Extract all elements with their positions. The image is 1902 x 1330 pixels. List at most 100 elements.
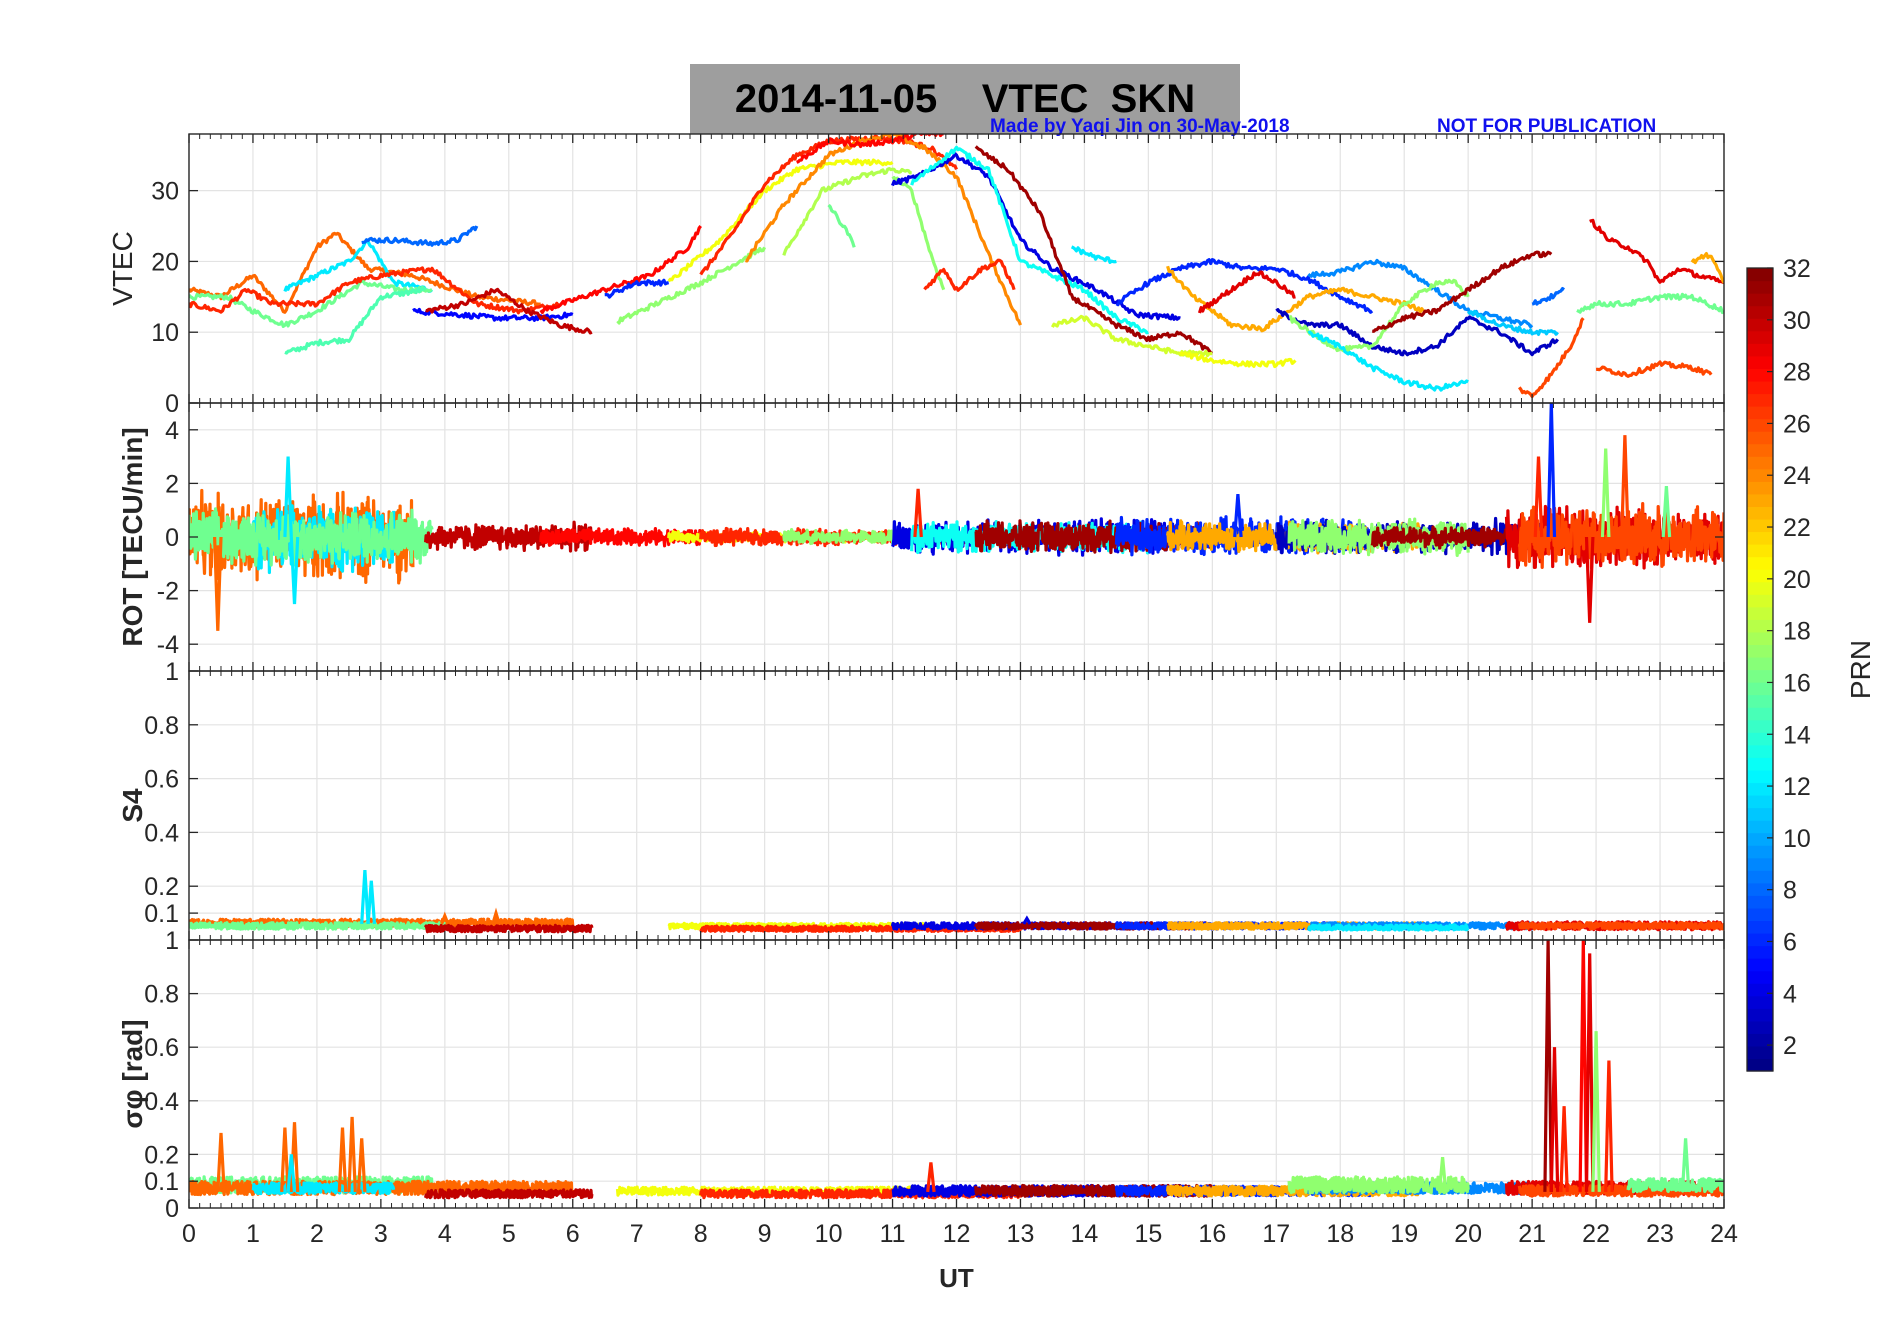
colorbar-cell — [1747, 506, 1773, 520]
x-tick-label: 5 — [502, 1220, 516, 1248]
y-tick-label: 0.2 — [144, 873, 179, 901]
spike-prn-25 — [213, 536, 223, 631]
colorbar-cell — [1747, 406, 1773, 420]
colorbar-border — [1746, 267, 1774, 1072]
colorbar-tick-label: 2 — [1783, 1032, 1797, 1060]
x-tick-label: 13 — [1007, 1220, 1035, 1248]
series-prn-12 — [283, 238, 434, 293]
series-prn-27 — [699, 924, 1022, 933]
colorbar-cell — [1747, 995, 1773, 1009]
spike-prn-6 — [1233, 493, 1243, 538]
colorbar-cell — [1747, 682, 1773, 696]
series-prn-30 — [424, 1188, 594, 1200]
series-prn-20 — [1178, 351, 1297, 369]
y-tick-label: 1 — [165, 927, 179, 955]
colorbar-cell — [1747, 581, 1773, 595]
x-tick-label: 6 — [566, 1220, 580, 1248]
spike-prn-31 — [1543, 940, 1553, 1192]
y-tick-label: 0.8 — [144, 712, 179, 740]
series-prn-30 — [424, 923, 594, 934]
colorbar-cell — [1747, 694, 1773, 708]
x-tick-label: 10 — [815, 1220, 843, 1248]
colorbar-tick-label: 12 — [1783, 773, 1811, 801]
x-tick-label: 17 — [1262, 1220, 1290, 1248]
x-tick-label: 4 — [438, 1220, 452, 1248]
x-tick-label: 1 — [246, 1220, 260, 1248]
colorbar-cell — [1747, 895, 1773, 909]
colorbar-cell — [1747, 932, 1773, 947]
series-prn-16 — [189, 921, 446, 931]
colorbar-cell — [1747, 481, 1773, 495]
series-prn-16 — [1626, 1176, 1724, 1194]
colorbar-cell — [1747, 380, 1773, 395]
colorbar-cell — [1747, 1033, 1773, 1047]
colorbar-cell — [1747, 769, 1773, 784]
colorbar-cell — [1747, 280, 1773, 294]
series-prn-26 — [1517, 921, 1724, 931]
series-prn-16 — [189, 279, 433, 328]
colorbar-cell — [1747, 857, 1773, 871]
colorbar-tick-label: 24 — [1783, 462, 1811, 490]
colorbar-cell — [1747, 970, 1773, 984]
series-prn-31 — [974, 145, 1213, 355]
colorbar-cell — [1747, 531, 1773, 545]
y-tick-label: 0.6 — [144, 766, 179, 794]
y-tick-label: 4 — [165, 417, 179, 445]
colorbar-cell — [1747, 305, 1773, 319]
colorbar-cell — [1747, 794, 1773, 809]
sigma_phi-ylabel: σφ [rad] — [117, 1019, 148, 1128]
colorbar-tick-label: 10 — [1783, 825, 1811, 853]
rot-series-group — [189, 403, 1724, 631]
y-tick-label: 20 — [151, 248, 179, 276]
colorbar-cell — [1747, 355, 1773, 369]
series-prn-17 — [1287, 1175, 1470, 1195]
spike-prn-29 — [1584, 536, 1595, 623]
spike-prn-29 — [1584, 953, 1595, 1192]
x-tick-label: 8 — [694, 1220, 708, 1248]
series-prn-11 — [1467, 309, 1559, 336]
series-prn-31 — [1372, 250, 1553, 333]
colorbar-tick-label: 18 — [1783, 618, 1811, 646]
credit-text: Made by Yaqi Jin on 30-May-2018 — [990, 116, 1290, 137]
colorbar-cell — [1747, 807, 1773, 821]
colorbar-cell — [1747, 920, 1773, 934]
rot-ylabel: ROT [TECU/min] — [117, 427, 148, 646]
colorbar-cell — [1747, 732, 1773, 746]
colorbar-cell — [1747, 318, 1773, 332]
spike-prn-4 — [1022, 915, 1032, 925]
spike-prn-12 — [366, 880, 377, 925]
spike-prn-16 — [1680, 1138, 1691, 1192]
spike-prn-27 — [1559, 1106, 1569, 1192]
sigma_phi-series-group — [189, 940, 1724, 1200]
series-prn-18 — [782, 167, 912, 256]
colorbar-cell — [1747, 1058, 1773, 1072]
spike-prn-28 — [1578, 940, 1589, 1192]
colorbar-cell — [1747, 456, 1773, 470]
spike-prn-6 — [1546, 403, 1557, 538]
series-prn-12 — [1307, 923, 1470, 932]
y-tick-label: 0.2 — [144, 1141, 179, 1169]
spike-prn-17 — [1600, 448, 1611, 538]
x-tick-label: 12 — [943, 1220, 971, 1248]
series-prn-26 — [1596, 360, 1713, 378]
y-tick-label: 0.6 — [144, 1034, 179, 1062]
colorbar-cell — [1747, 870, 1773, 884]
colorbar-cell — [1747, 1045, 1773, 1060]
series-prn-4 — [891, 152, 1181, 321]
series-prn-24 — [745, 134, 1022, 326]
colorbar-cell — [1747, 443, 1773, 457]
spike-prn-29 — [1549, 1047, 1560, 1192]
x-tick-label: 20 — [1454, 1220, 1482, 1248]
series-prn-6 — [1115, 258, 1374, 314]
colorbar-cell — [1747, 556, 1773, 570]
colorbar-cell — [1747, 393, 1773, 407]
series-prn-17 — [616, 246, 767, 325]
colorbar-tick-label: 26 — [1783, 410, 1811, 438]
y-tick-label: 0.8 — [144, 981, 179, 1009]
colorbar-cell — [1747, 669, 1773, 683]
spike-prn-27 — [1604, 1060, 1614, 1192]
series-prn-6 — [604, 278, 669, 299]
colorbar-cell — [1747, 882, 1773, 896]
